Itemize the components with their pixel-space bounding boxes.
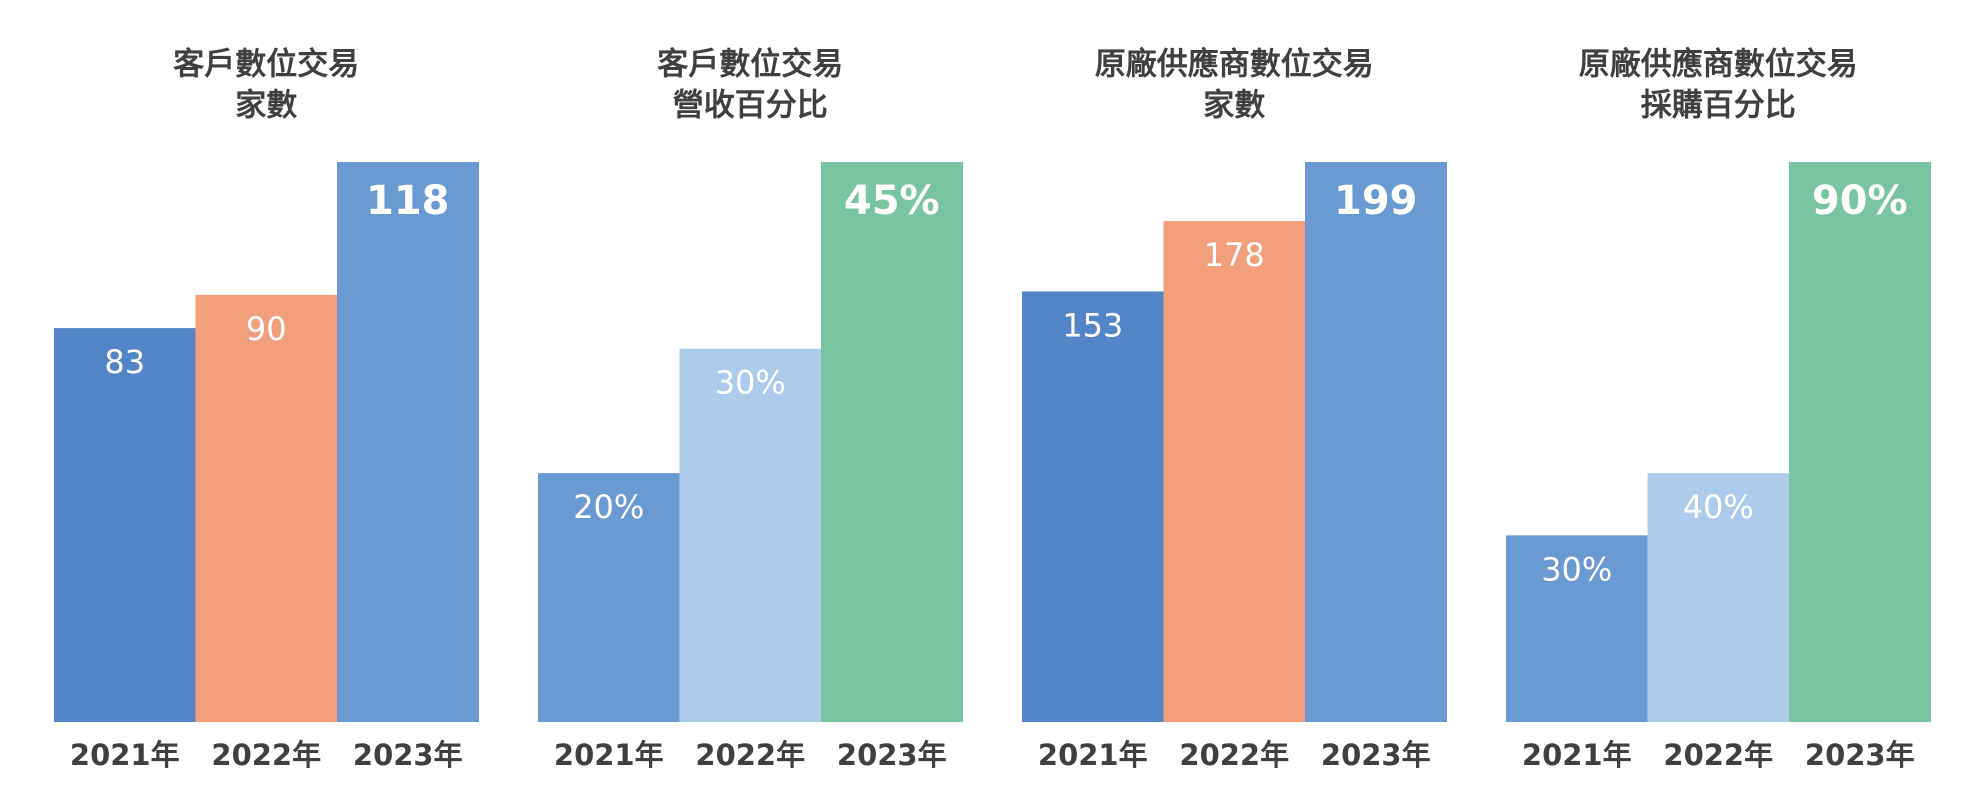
chart-title-line: 家數 (1203, 88, 1265, 124)
bar (1305, 162, 1447, 722)
chart-title-line: 客戶數位交易 (657, 47, 843, 83)
data-label: 118 (366, 178, 450, 224)
data-label: 153 (1062, 306, 1123, 344)
x-tick-label: 2021年 (554, 738, 664, 772)
chart-title-line: 客戶數位交易 (173, 47, 359, 83)
data-label: 40% (1683, 488, 1754, 526)
data-label: 199 (1334, 178, 1418, 224)
data-label: 30% (1541, 550, 1612, 588)
chart-title-line: 採購百分比 (1641, 88, 1796, 124)
chart-title-line: 原廠供應商數位交易 (1095, 47, 1374, 83)
bar (54, 328, 196, 722)
x-tick-label: 2023年 (1805, 738, 1915, 772)
x-tick-label: 2023年 (1321, 738, 1431, 772)
data-label: 178 (1204, 236, 1265, 274)
x-tick-label: 2023年 (353, 738, 463, 772)
x-tick-label: 2021年 (70, 738, 180, 772)
bar (538, 473, 680, 722)
data-label: 45% (844, 178, 940, 224)
x-tick-label: 2022年 (695, 738, 805, 772)
x-tick-label: 2022年 (211, 738, 321, 772)
bar (1647, 473, 1790, 722)
chart-title-line: 原廠供應商數位交易 (1579, 47, 1858, 83)
bar (1789, 162, 1931, 722)
data-label: 30% (715, 364, 786, 402)
bar (1163, 221, 1306, 723)
x-tick-label: 2023年 (837, 738, 947, 772)
bar (1506, 535, 1648, 722)
bar (1022, 291, 1164, 722)
chart-title-line: 家數 (235, 88, 297, 124)
x-tick-label: 2022年 (1663, 738, 1773, 772)
x-tick-label: 2022年 (1179, 738, 1289, 772)
bar (679, 348, 822, 722)
data-label: 90 (246, 310, 287, 348)
chart-title-line: 營收百分比 (673, 88, 828, 124)
bar (821, 162, 963, 722)
bar (337, 162, 479, 722)
data-label: 83 (104, 343, 145, 381)
data-label: 90% (1812, 178, 1908, 224)
bar (195, 294, 338, 722)
x-tick-label: 2021年 (1038, 738, 1148, 772)
x-tick-label: 2021年 (1522, 738, 1632, 772)
data-label: 20% (573, 488, 644, 526)
